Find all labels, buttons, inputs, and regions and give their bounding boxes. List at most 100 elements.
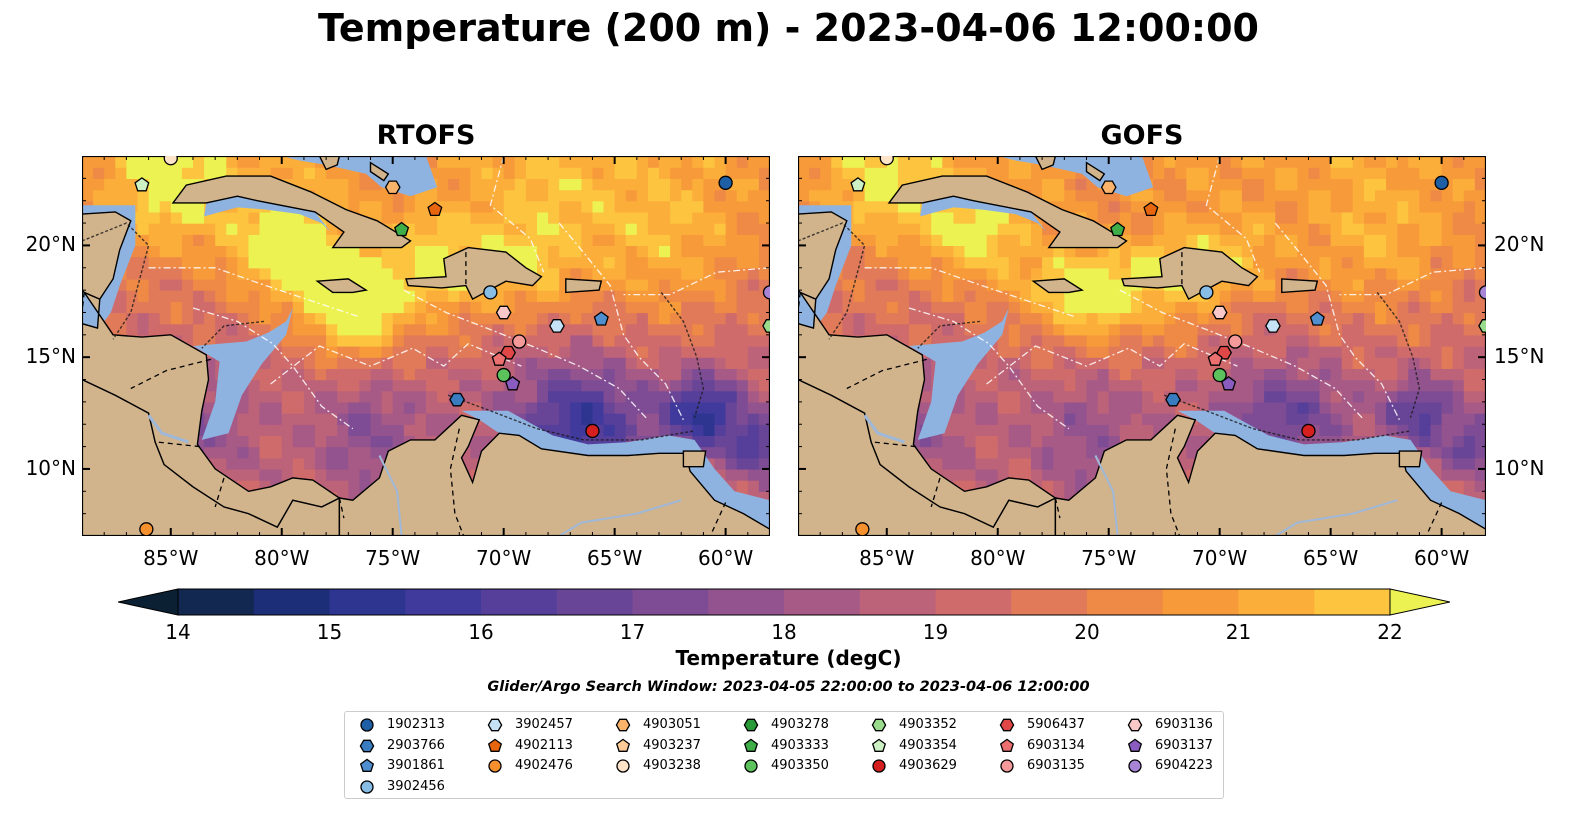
colorbar-segment	[632, 589, 709, 615]
float-marker-2903766	[449, 392, 465, 407]
float-marker-4903352	[762, 319, 770, 333]
colorbar-tick-label: 18	[771, 620, 797, 644]
figure-title: Temperature (200 m) - 2023-04-06 12:00:0…	[317, 6, 1259, 50]
lon-tick-label-gofs: 80°W	[970, 546, 1026, 570]
colorbar-segment	[1314, 589, 1391, 615]
legend-marker-6903134	[999, 738, 1015, 752]
float-marker-4903350	[1212, 367, 1227, 383]
legend-label: 4903350	[771, 758, 829, 773]
float-marker-4903238	[879, 156, 894, 166]
legend-marker-4903278	[743, 718, 759, 732]
legend-label: 4902476	[515, 758, 573, 773]
float-marker-4903352	[1478, 319, 1486, 333]
lon-tick-label-gofs: 60°W	[1413, 546, 1470, 570]
lon-tick-label-rtofs: 80°W	[254, 546, 310, 570]
legend-marker-6903137	[1127, 738, 1143, 752]
float-marker-4903354	[134, 177, 150, 192]
colorbar-tick-label: 20	[1074, 620, 1100, 644]
legend-label: 1902313	[387, 717, 445, 732]
colorbar-segment	[253, 589, 331, 615]
float-marker-4903333	[394, 221, 410, 237]
float-marker-4902476	[139, 522, 154, 536]
legend-marker-4903352	[871, 718, 887, 732]
map-panel-gofs	[798, 156, 1486, 536]
legend-label: 3901861	[387, 758, 445, 773]
colorbar-segment	[1162, 589, 1240, 615]
float-marker-6903136	[1211, 305, 1228, 320]
float-marker-3902456	[483, 285, 498, 300]
float-marker-4903333	[1110, 221, 1126, 237]
legend-label: 6903134	[1027, 737, 1085, 753]
colorbar-tick-label: 15	[316, 620, 343, 644]
float-marker-3902456	[1199, 285, 1214, 300]
lon-tick-label-rtofs: 65°W	[587, 546, 643, 570]
float-marker-6903135	[512, 334, 527, 349]
panel-title-gofs: GOFS	[1100, 120, 1184, 151]
legend-label: 3902457	[515, 717, 573, 732]
colorbar-tick-label: 17	[619, 620, 646, 644]
float-marker-6904223	[762, 285, 770, 300]
float-marker-4903629	[1301, 423, 1316, 439]
colorbar-tick-label: 21	[1225, 620, 1252, 644]
colorbar-extend-min	[118, 588, 179, 616]
legend-marker-4903237	[615, 738, 631, 752]
legend-marker-5906437	[999, 718, 1015, 732]
colorbar-segment	[405, 589, 482, 615]
legend-label: 5906437	[1027, 717, 1085, 732]
float-marker-4903350	[496, 367, 511, 383]
float-marker-1902313	[718, 175, 733, 190]
legend-label: 4903051	[643, 717, 701, 732]
legend-label: 4903278	[771, 717, 829, 732]
colorbar-segment	[708, 589, 785, 615]
legend-label: 6903135	[1027, 758, 1085, 773]
legend-marker-4903350	[744, 759, 758, 773]
colorbar-tick-label: 19	[922, 620, 949, 644]
lat-tick-label-left: 15°N	[25, 344, 76, 369]
legend-label: 4903333	[771, 737, 829, 753]
float-marker-6903136	[495, 305, 512, 320]
float-legend: 1902313 2903766 3901861 3902456 3902457 49021…	[344, 711, 1224, 799]
colorbar-segment	[1238, 589, 1315, 615]
lon-tick-label-rtofs: 85°W	[143, 546, 199, 570]
lat-tick-label-left: 20°N	[25, 232, 76, 257]
lon-tick-label-gofs: 85°W	[859, 546, 915, 570]
float-marker-4903051	[1100, 180, 1117, 195]
legend-label: 4902113	[515, 737, 573, 753]
legend-marker-4903238	[616, 759, 630, 773]
legend-label: 2903766	[387, 737, 445, 753]
lat-tick-label-right: 20°N	[1494, 232, 1545, 257]
float-marker-6903135	[1228, 334, 1243, 349]
colorbar-segment	[784, 589, 861, 615]
legend-label: 6903136	[1155, 717, 1213, 732]
lon-tick-label-rtofs: 75°W	[365, 546, 421, 570]
legend-label: 6904223	[1155, 758, 1213, 773]
legend-marker-6903136	[1127, 718, 1143, 732]
legend-marker-3902457	[487, 718, 503, 732]
legend-marker-6904223	[1128, 759, 1142, 773]
lat-tick-label-right: 15°N	[1494, 344, 1545, 369]
legend-marker-3902456	[360, 779, 374, 794]
map-panel-rtofs	[82, 156, 770, 536]
legend-marker-4903354	[871, 738, 887, 752]
legend-marker-4903629	[872, 759, 886, 773]
float-marker-6904223	[1478, 285, 1486, 300]
legend-marker-4903051	[615, 718, 631, 732]
colorbar-segment	[178, 589, 255, 615]
colorbar-segment	[1087, 589, 1164, 615]
float-marker-4903051	[384, 180, 401, 195]
colorbar-segment	[859, 589, 937, 615]
float-marker-4903629	[585, 423, 600, 439]
colorbar	[118, 588, 1450, 616]
legend-label: 4903354	[899, 737, 957, 753]
legend-label: 4903629	[899, 758, 957, 773]
legend-label: 3902456	[387, 778, 445, 794]
float-marker-4902476	[855, 522, 870, 536]
float-marker-6903137	[505, 375, 521, 391]
lon-tick-label-gofs: 75°W	[1081, 546, 1137, 570]
float-marker-3902457	[549, 319, 565, 333]
legend-marker-4902113	[487, 738, 503, 752]
colorbar-segment	[481, 589, 558, 615]
legend-marker-2903766	[359, 739, 375, 752]
float-marker-1902313	[1434, 175, 1449, 190]
lon-tick-label-gofs: 65°W	[1303, 546, 1359, 570]
